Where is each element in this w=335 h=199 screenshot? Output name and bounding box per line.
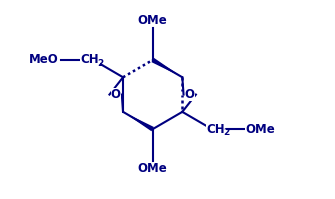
Text: O: O (111, 88, 121, 101)
Text: CH: CH (80, 54, 99, 66)
Polygon shape (123, 112, 154, 131)
Text: OMe: OMe (245, 123, 275, 136)
Polygon shape (151, 58, 182, 77)
Text: 2: 2 (97, 59, 104, 68)
Text: CH: CH (206, 123, 225, 136)
Text: MeO: MeO (29, 54, 59, 66)
Text: 2: 2 (223, 128, 229, 137)
Text: OMe: OMe (138, 14, 168, 27)
Text: O: O (185, 88, 195, 101)
Text: OMe: OMe (138, 163, 168, 176)
